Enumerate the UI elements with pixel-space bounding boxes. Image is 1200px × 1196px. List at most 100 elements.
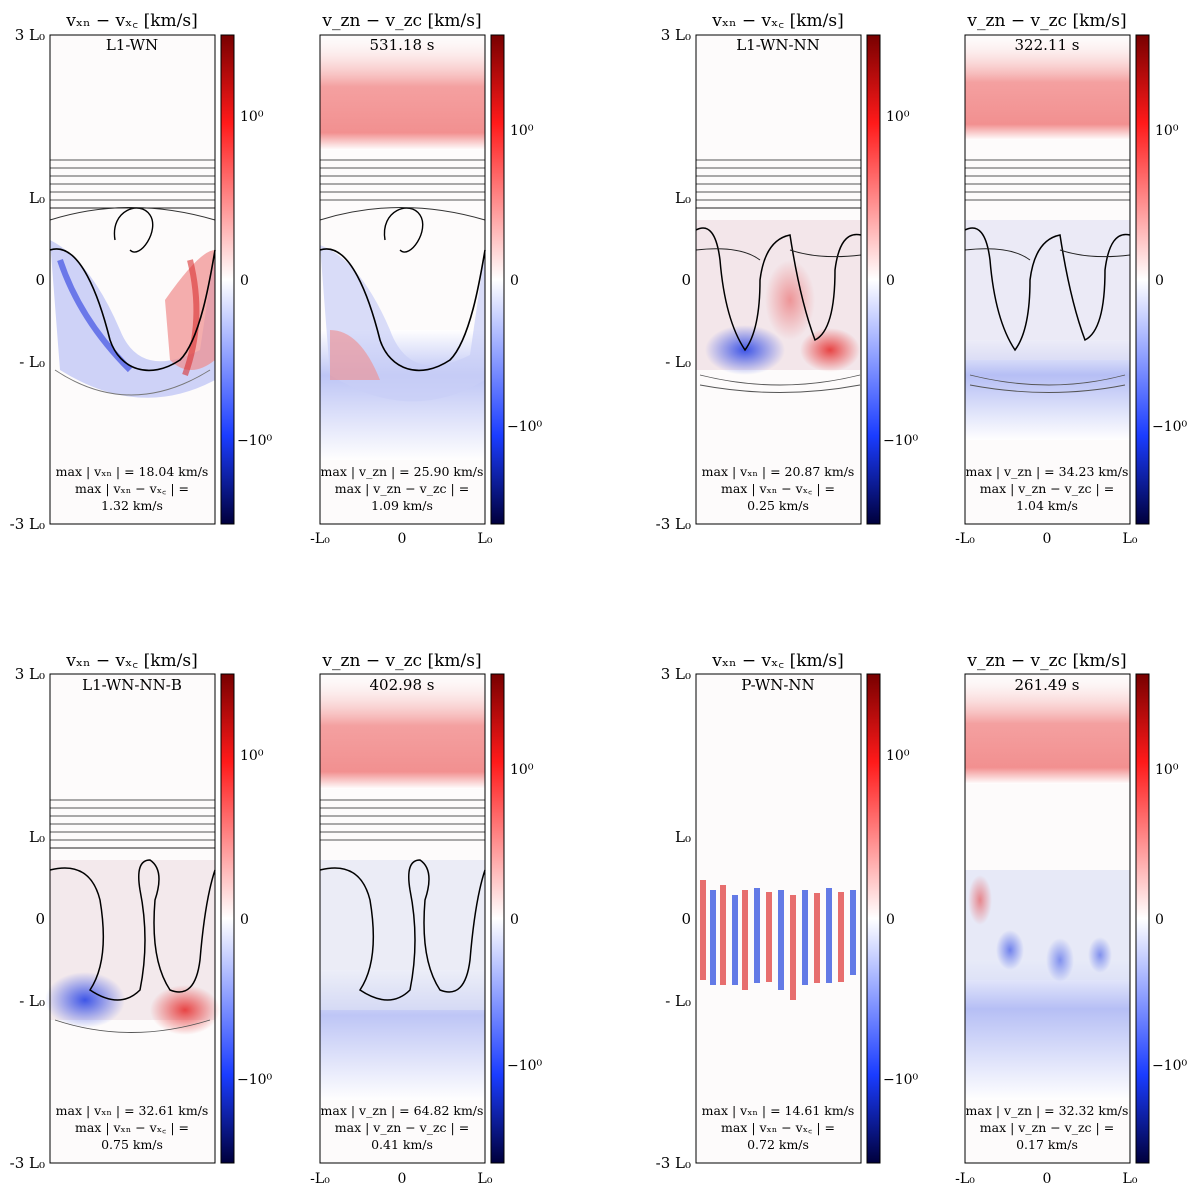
stat-p-wn-nn-vx-0: max | vₓₙ | = 14.61 km/s xyxy=(702,1103,855,1118)
cbar-tick-l1-wn-vz-2: −10⁰ xyxy=(507,419,543,435)
colorbar-l1-wn-nn-vx xyxy=(866,34,881,525)
stat-l1-wn-vx-2: 1.32 km/s xyxy=(101,498,163,513)
stat-l1-wn-nn-vz-1: max | v_zn − v_zc | = xyxy=(980,481,1114,496)
stat-l1-wn-nn-vx-2: 0.25 km/s xyxy=(747,498,809,513)
run-label-l1-wn-nn: L1-WN-NN xyxy=(736,36,820,54)
stat-l1-wn-vz-0: max | v_zn | = 25.90 km/s xyxy=(321,464,484,479)
ytick-l1-wn-nn-2: 0 xyxy=(681,271,691,289)
cbar-tick-l1-wn-nn-vx-1: 0 xyxy=(886,273,895,289)
xtick-l1-wn-nn-2: L₀ xyxy=(1123,531,1138,547)
cbar-tick-l1-wn-nn-b-vx-2: −10⁰ xyxy=(237,1072,273,1088)
xtick-p-wn-nn-0: -L₀ xyxy=(955,1171,975,1187)
ytick-l1-wn-4: -3 L₀ xyxy=(10,515,45,533)
field-lines-l1-wn-nn-b-vx xyxy=(50,799,215,1033)
time-label-l1-wn-nn: 322.11 s xyxy=(1015,36,1080,54)
colorbar-l1-wn-vx xyxy=(220,34,235,525)
panel-l1-wn: vₓₙ − vₓ꜀ [km/s] L1-WN max | vₓₙ | = 18.… xyxy=(10,11,543,547)
cbar-tick-p-wn-nn-vz-2: −10⁰ xyxy=(1152,1058,1188,1074)
xtick-l1-wn-nn-b-2: L₀ xyxy=(478,1171,493,1187)
stat-l1-wn-vx-1: max | vₓₙ − vₓ꜀ | = xyxy=(75,481,189,496)
cbar-tick-l1-wn-vx-2: −10⁰ xyxy=(237,433,273,449)
cbar-tick-l1-wn-nn-b-vx-0: 10⁰ xyxy=(240,748,264,764)
stat-p-wn-nn-vz-2: 0.17 km/s xyxy=(1016,1137,1078,1152)
cbar-tick-l1-wn-vz-1: 0 xyxy=(510,273,519,289)
ytick-p-wn-nn-0: 3 L₀ xyxy=(661,665,691,683)
cbar-tick-p-wn-nn-vz-0: 10⁰ xyxy=(1155,762,1179,778)
stat-l1-wn-nn-vz-2: 1.04 km/s xyxy=(1016,498,1078,513)
ytick-l1-wn-nn-4: -3 L₀ xyxy=(656,515,691,533)
field-lines-l1-wn-vx xyxy=(50,159,215,209)
stat-p-wn-nn-vz-0: max | v_zn | = 32.32 km/s xyxy=(966,1103,1129,1118)
cbar-tick-l1-wn-vx-0: 10⁰ xyxy=(240,109,264,125)
time-label-p-wn-nn: 261.49 s xyxy=(1015,676,1080,694)
colorbar-p-wn-nn-vx xyxy=(866,673,881,1164)
panel-p-wn-nn: vₓₙ − vₓ꜀ [km/s] P-WN-NN max | vₓₙ | = 1… xyxy=(656,651,1188,1187)
stat-p-wn-nn-vx-1: max | vₓₙ − vₓ꜀ | = xyxy=(721,1120,835,1135)
cbar-tick-l1-wn-nn-b-vz-1: 0 xyxy=(510,912,519,928)
ytick-p-wn-nn-4: -3 L₀ xyxy=(656,1154,691,1172)
xtick-l1-wn-2: L₀ xyxy=(478,531,493,547)
ytick-l1-wn-nn-b-4: -3 L₀ xyxy=(10,1154,45,1172)
cbar-tick-l1-wn-nn-b-vz-2: −10⁰ xyxy=(507,1058,543,1074)
colorbar-p-wn-nn-vz xyxy=(1135,673,1150,1164)
title-l1-wn-vx: vₓₙ − vₓ꜀ [km/s] xyxy=(65,11,197,31)
colorbar-l1-wn-nn-b-vx xyxy=(220,673,235,1164)
ytick-p-wn-nn-3: - L₀ xyxy=(665,992,691,1010)
ytick-l1-wn-nn-b-3: - L₀ xyxy=(19,992,45,1010)
stat-l1-wn-vx-0: max | vₓₙ | = 18.04 km/s xyxy=(56,464,209,479)
stat-l1-wn-nn-b-vx-0: max | vₓₙ | = 32.61 km/s xyxy=(56,1103,209,1118)
mixing-layer-p-wn-nn-vx xyxy=(700,880,856,1000)
title-l1-wn-vz: v_zn − v_zc [km/s] xyxy=(321,11,481,31)
mixing-layer-l1-wn-nn-vz xyxy=(964,220,1131,360)
ytick-l1-wn-nn-1: L₀ xyxy=(675,189,691,207)
ytick-l1-wn-3: - L₀ xyxy=(19,353,45,371)
stat-l1-wn-nn-b-vz-0: max | v_zn | = 64.82 km/s xyxy=(321,1103,484,1118)
xtick-l1-wn-nn-1: 0 xyxy=(1043,531,1052,547)
cbar-tick-p-wn-nn-vx-2: −10⁰ xyxy=(883,1072,919,1088)
xtick-l1-wn-nn-b-0: -L₀ xyxy=(310,1171,330,1187)
stat-l1-wn-nn-b-vx-2: 0.75 km/s xyxy=(101,1137,163,1152)
ytick-l1-wn-nn-b-2: 0 xyxy=(35,910,45,928)
title-l1-wn-nn-b-vx: vₓₙ − vₓ꜀ [km/s] xyxy=(65,651,197,671)
colorbar-l1-wn-vz xyxy=(490,34,505,525)
run-label-l1-wn-nn-b: L1-WN-NN-B xyxy=(82,676,182,694)
field-lines-l1-wn-nn-vx xyxy=(696,159,861,393)
ytick-p-wn-nn-1: L₀ xyxy=(675,828,691,846)
stat-l1-wn-nn-vz-0: max | v_zn | = 34.23 km/s xyxy=(966,464,1129,479)
stat-p-wn-nn-vx-2: 0.72 km/s xyxy=(747,1137,809,1152)
cbar-tick-l1-wn-nn-vx-0: 10⁰ xyxy=(886,109,910,125)
stat-p-wn-nn-vz-1: max | v_zn − v_zc | = xyxy=(980,1120,1114,1135)
cbar-tick-l1-wn-nn-b-vx-1: 0 xyxy=(240,912,249,928)
xtick-l1-wn-0: -L₀ xyxy=(310,531,330,547)
ytick-l1-wn-nn-3: - L₀ xyxy=(665,353,691,371)
cbar-tick-l1-wn-vz-0: 10⁰ xyxy=(510,123,534,139)
field-lines-l1-wn-nn-b-vz xyxy=(320,799,485,841)
xtick-p-wn-nn-1: 0 xyxy=(1043,1171,1052,1187)
cbar-tick-l1-wn-vx-1: 0 xyxy=(240,273,249,289)
run-label-l1-wn: L1-WN xyxy=(106,36,158,54)
stat-l1-wn-nn-b-vz-1: max | v_zn − v_zc | = xyxy=(335,1120,469,1135)
xtick-l1-wn-nn-0: -L₀ xyxy=(955,531,975,547)
cbar-tick-l1-wn-nn-vz-2: −10⁰ xyxy=(1152,419,1188,435)
title-l1-wn-nn-b-vz: v_zn − v_zc [km/s] xyxy=(321,651,481,671)
ytick-p-wn-nn-2: 0 xyxy=(681,910,691,928)
mixing-layer-p-wn-nn-vz xyxy=(965,870,1130,982)
title-l1-wn-nn-vx: vₓₙ − vₓ꜀ [km/s] xyxy=(711,11,843,31)
cbar-tick-p-wn-nn-vx-1: 0 xyxy=(886,912,895,928)
panel-l1-wn-nn: vₓₙ − vₓ꜀ [km/s] L1-WN-NN max | vₓₙ | = … xyxy=(656,11,1188,547)
ytick-l1-wn-nn-0: 3 L₀ xyxy=(661,26,691,44)
time-label-l1-wn: 531.18 s xyxy=(370,36,435,54)
ytick-l1-wn-nn-b-1: L₀ xyxy=(29,828,45,846)
ytick-l1-wn-0: 3 L₀ xyxy=(15,26,45,44)
stat-l1-wn-nn-vx-0: max | vₓₙ | = 20.87 km/s xyxy=(702,464,855,479)
title-p-wn-nn-vz: v_zn − v_zc [km/s] xyxy=(966,651,1126,671)
mixing-layer-l1-wn-nn-b-vx xyxy=(45,859,220,1035)
cbar-tick-l1-wn-nn-vz-0: 10⁰ xyxy=(1155,123,1179,139)
run-label-p-wn-nn: P-WN-NN xyxy=(741,676,814,694)
cbar-tick-l1-wn-nn-b-vz-0: 10⁰ xyxy=(510,762,534,778)
stat-l1-wn-nn-b-vz-2: 0.41 km/s xyxy=(371,1137,433,1152)
stat-l1-wn-nn-vx-1: max | vₓₙ − vₓ꜀ | = xyxy=(721,481,835,496)
xtick-p-wn-nn-2: L₀ xyxy=(1123,1171,1138,1187)
time-label-l1-wn-nn-b: 402.98 s xyxy=(370,676,435,694)
